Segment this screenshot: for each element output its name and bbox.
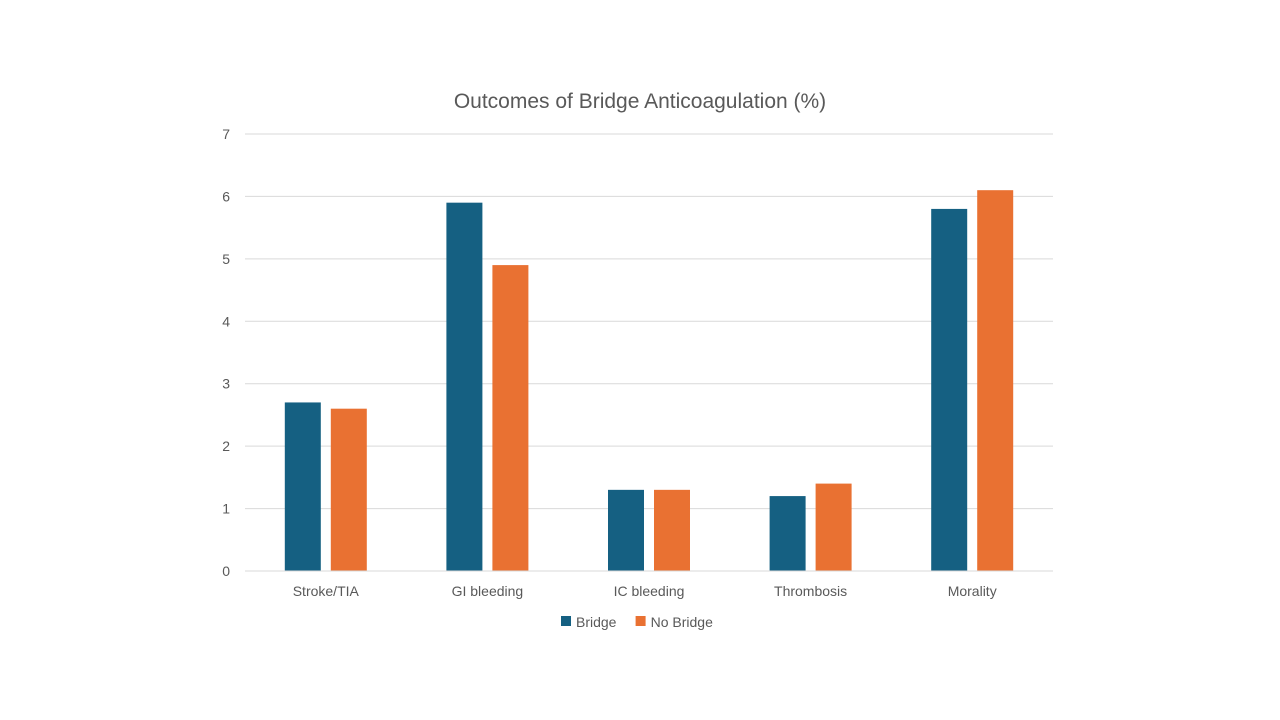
legend-label: No Bridge: [651, 614, 713, 630]
gridlines: [245, 133, 1053, 510]
bar-no-bridge-0: [330, 408, 367, 571]
bar-no-bridge-1: [492, 265, 529, 571]
legend-swatch: [635, 616, 646, 626]
chart-title: Outcomes of Bridge Anticoagulation (%): [454, 90, 826, 113]
y-tick-label: 4: [222, 313, 230, 329]
y-axis-ticks: 0 1 2 3 4 5 6 7: [222, 126, 230, 579]
x-tick-label: IC bleeding: [614, 583, 685, 599]
bars: [284, 190, 1014, 571]
y-tick-label: 7: [222, 126, 230, 142]
legend-swatch: [561, 616, 571, 626]
x-tick-label: Stroke/TIA: [293, 583, 360, 599]
y-tick-label: 6: [222, 188, 230, 204]
y-tick-label: 0: [222, 563, 230, 579]
bar-bridge-1: [446, 202, 483, 571]
x-tick-label: Morality: [948, 583, 997, 599]
bar-bridge-2: [608, 489, 644, 571]
bar-no-bridge-4: [977, 190, 1014, 571]
bar-no-bridge-3: [815, 483, 852, 571]
x-axis-ticks: Stroke/TIA GI bleeding IC bleeding Thrombos…: [293, 583, 997, 599]
y-tick-label: 3: [222, 376, 230, 392]
bar-bridge-3: [769, 496, 806, 571]
y-tick-label: 1: [222, 501, 230, 517]
y-tick-label: 2: [222, 438, 230, 454]
bar-no-bridge-2: [654, 489, 690, 571]
x-tick-label: GI bleeding: [452, 583, 524, 599]
bar-bridge-4: [931, 208, 968, 571]
legend: Bridge No Bridge: [561, 614, 713, 630]
x-tick-label: Thrombosis: [774, 583, 847, 599]
y-tick-label: 5: [222, 251, 230, 267]
bar-bridge-0: [284, 402, 321, 571]
legend-label: Bridge: [576, 614, 617, 630]
